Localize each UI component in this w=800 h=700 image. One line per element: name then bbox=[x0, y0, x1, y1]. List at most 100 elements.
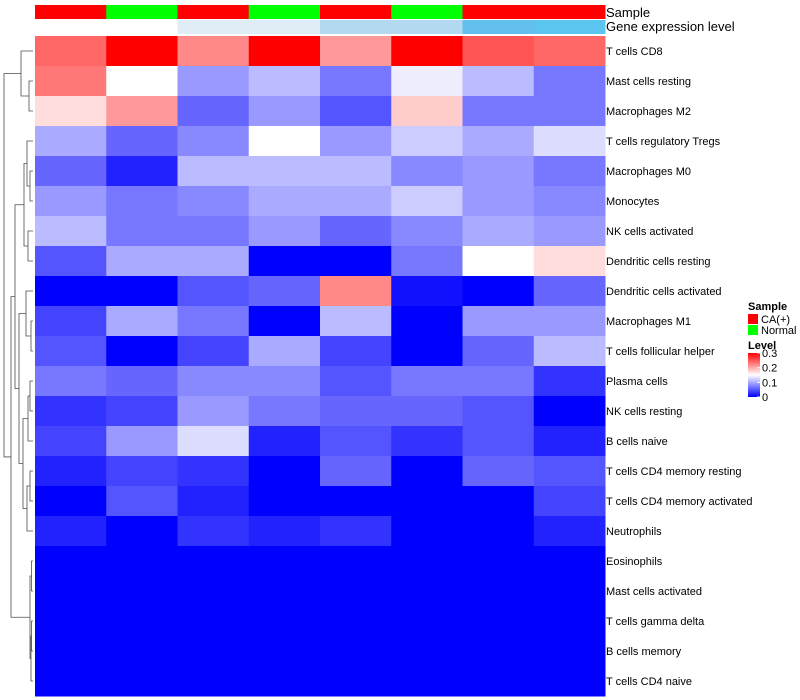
sample-track-cell bbox=[177, 5, 250, 19]
heatmap-cell bbox=[462, 396, 535, 427]
heatmap-cell bbox=[106, 426, 178, 457]
heatmap-cell bbox=[320, 426, 392, 457]
heatmap-cell bbox=[248, 156, 321, 187]
heatmap-cell bbox=[35, 426, 107, 457]
heatmap-cell bbox=[248, 486, 321, 517]
heatmap-cell bbox=[462, 276, 535, 307]
legend-sample-label: Normal bbox=[761, 325, 796, 337]
legend-level-title: Level bbox=[748, 340, 776, 352]
heatmap-cell bbox=[35, 666, 107, 697]
heatmap-cell bbox=[248, 666, 321, 697]
row-label: T cells CD4 memory activated bbox=[606, 496, 753, 508]
heatmap-cell bbox=[533, 606, 606, 637]
expression-track-cell bbox=[177, 20, 250, 34]
heatmap-cell bbox=[391, 516, 463, 547]
heatmap-cell bbox=[320, 336, 392, 367]
heatmap-cell bbox=[320, 576, 392, 607]
heatmap-cell bbox=[391, 636, 463, 667]
heatmap-cell bbox=[35, 66, 107, 97]
heatmap-cell bbox=[106, 336, 178, 367]
heatmap-cell bbox=[391, 456, 463, 487]
heatmap-cell bbox=[248, 546, 321, 577]
heatmap-cell bbox=[391, 666, 463, 697]
heatmap-cell bbox=[106, 186, 178, 217]
expression-track-cell bbox=[248, 20, 321, 34]
heatmap-cell bbox=[320, 66, 392, 97]
row-label: NK cells activated bbox=[606, 226, 693, 238]
heatmap-cell bbox=[106, 666, 178, 697]
heatmap-cell bbox=[106, 66, 178, 97]
heatmap-cell bbox=[533, 546, 606, 577]
heatmap-cell bbox=[35, 576, 107, 607]
heatmap-cell bbox=[177, 126, 250, 157]
expression-track-cell bbox=[462, 20, 535, 34]
legend-level-tick-label: 0.3 bbox=[762, 348, 777, 360]
row-label: NK cells resting bbox=[606, 406, 682, 418]
row-label: T cells CD4 memory resting bbox=[606, 466, 742, 478]
row-label: B cells naive bbox=[606, 436, 668, 448]
heatmap-cell bbox=[248, 426, 321, 457]
heatmap-cell bbox=[320, 636, 392, 667]
heatmap-cell bbox=[320, 216, 392, 247]
heatmap-cell bbox=[533, 486, 606, 517]
heatmap-cell bbox=[248, 576, 321, 607]
sample-track-cell bbox=[320, 5, 392, 19]
heatmap-cell bbox=[35, 156, 107, 187]
heatmap-cell bbox=[106, 576, 178, 607]
heatmap-cell bbox=[462, 546, 535, 577]
legend-level-tick-label: 0.2 bbox=[762, 363, 777, 375]
expression-track-cell bbox=[106, 20, 178, 34]
heatmap-cell bbox=[320, 186, 392, 217]
expression-track-cell bbox=[533, 20, 606, 34]
heatmap-cell bbox=[248, 516, 321, 547]
heatmap-cell bbox=[177, 216, 250, 247]
heatmap-cell bbox=[177, 486, 250, 517]
heatmap-cell bbox=[533, 216, 606, 247]
heatmap-cell bbox=[462, 666, 535, 697]
row-label: T cells gamma delta bbox=[606, 616, 705, 628]
heatmap-cell bbox=[462, 336, 535, 367]
heatmap-cell bbox=[462, 36, 535, 67]
row-label: T cells CD4 naive bbox=[606, 676, 692, 688]
heatmap-cell bbox=[462, 156, 535, 187]
heatmap-cell bbox=[391, 186, 463, 217]
heatmap-cell bbox=[35, 516, 107, 547]
legend-sample-title: Sample bbox=[748, 301, 787, 313]
heatmap-cell bbox=[35, 126, 107, 157]
heatmap-cell bbox=[391, 66, 463, 97]
track-label-expression: Gene expression level bbox=[606, 19, 735, 34]
heatmap-cell bbox=[106, 396, 178, 427]
heatmap-cell bbox=[248, 276, 321, 307]
heatmap-cell bbox=[177, 306, 250, 337]
legend-level-tick-label: 0.1 bbox=[762, 377, 777, 389]
heatmap-cell bbox=[106, 636, 178, 667]
heatmap-cell bbox=[391, 126, 463, 157]
heatmap-cell bbox=[320, 36, 392, 67]
row-label: Mast cells activated bbox=[606, 586, 702, 598]
heatmap-cell bbox=[391, 576, 463, 607]
heatmap-cell bbox=[35, 306, 107, 337]
heatmap-cell bbox=[177, 606, 250, 637]
heatmap-cell bbox=[35, 276, 107, 307]
heatmap-cell bbox=[320, 96, 392, 127]
heatmap-cell bbox=[462, 576, 535, 607]
heatmap-cell bbox=[177, 96, 250, 127]
row-label: Macrophages M0 bbox=[606, 166, 691, 178]
heatmap-cell bbox=[320, 276, 392, 307]
row-label: Monocytes bbox=[606, 196, 660, 208]
heatmap-cell bbox=[462, 366, 535, 397]
heatmap-cell bbox=[320, 516, 392, 547]
expression-track-cell bbox=[391, 20, 463, 34]
heatmap-cell bbox=[106, 606, 178, 637]
heatmap-cell bbox=[248, 246, 321, 277]
heatmap-cell bbox=[391, 606, 463, 637]
legend-sample-label: CA(+) bbox=[761, 314, 790, 326]
heatmap-cell bbox=[462, 126, 535, 157]
legend-sample-swatch bbox=[748, 314, 758, 324]
heatmap-cell bbox=[177, 276, 250, 307]
heatmap-cell bbox=[177, 156, 250, 187]
heatmap-cell bbox=[35, 246, 107, 277]
heatmap-cell bbox=[248, 306, 321, 337]
heatmap-cell bbox=[462, 96, 535, 127]
